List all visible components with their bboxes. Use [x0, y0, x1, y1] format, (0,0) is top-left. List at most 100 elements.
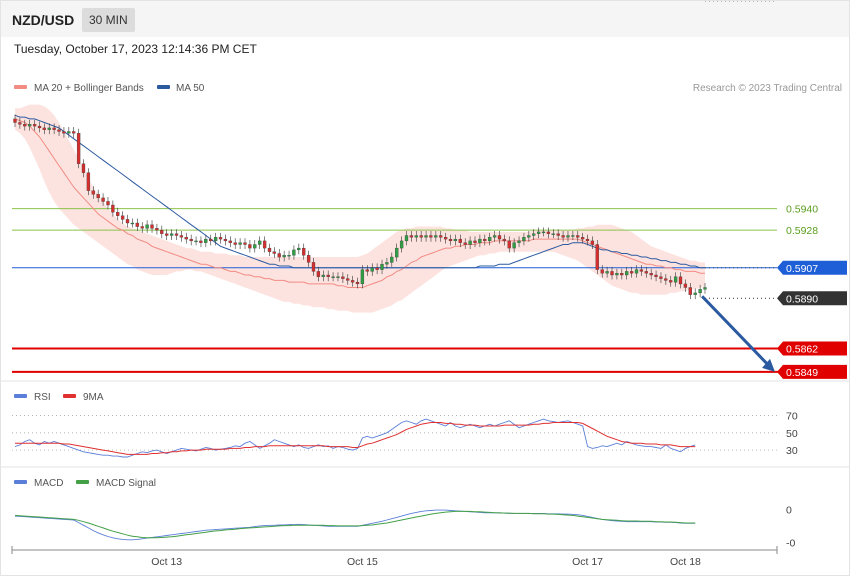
- candle-body: [346, 278, 350, 281]
- candle-body: [174, 233, 179, 236]
- candle-body: [551, 233, 555, 235]
- candle-body: [673, 276, 678, 283]
- price-legend: MA 20 + Bollinger Bands MA 50 Research ©…: [14, 83, 842, 94]
- candle-body: [590, 240, 595, 245]
- candle-body: [571, 235, 575, 237]
- candle-body: [443, 237, 448, 240]
- candle-body: [165, 233, 169, 236]
- level-tag: [777, 364, 847, 379]
- level-label: 0.5940: [786, 204, 818, 216]
- candle-body: [688, 287, 692, 295]
- candle-body: [140, 226, 144, 229]
- candle-body: [512, 242, 516, 249]
- candle-body: [277, 253, 281, 258]
- candle-body: [355, 281, 360, 285]
- rsi-ma-line: [15, 422, 696, 455]
- candle-body: [57, 129, 61, 132]
- candle-body: [664, 278, 668, 281]
- candle-body: [223, 238, 228, 242]
- candle-body: [32, 124, 37, 127]
- candle-body: [546, 231, 551, 234]
- candle-body: [209, 238, 213, 242]
- candle-body: [204, 238, 208, 243]
- candle-body: [507, 240, 511, 249]
- candle-body: [135, 222, 139, 227]
- candle-body: [272, 251, 276, 254]
- candle-body: [458, 238, 462, 243]
- candle-body: [62, 131, 66, 134]
- legend-swatch-macd: [14, 480, 27, 484]
- candle-body: [233, 242, 237, 245]
- candle-body: [18, 122, 22, 125]
- level-label: 0.5928: [786, 225, 818, 237]
- candle-body: [497, 235, 502, 240]
- candle-body: [86, 172, 91, 191]
- rsi-panel: RSI 9MA 70 50 30: [12, 392, 798, 458]
- candle-body: [419, 235, 423, 238]
- candle-body: [120, 215, 125, 220]
- candle-body: [492, 235, 497, 238]
- candle-body: [42, 127, 46, 130]
- legend-rsi-label: RSI: [34, 392, 51, 403]
- candle-body: [326, 274, 330, 277]
- candle-body: [473, 240, 477, 243]
- candle-body: [576, 235, 580, 238]
- candle-body: [409, 235, 414, 238]
- candle-body: [698, 289, 702, 294]
- candle-body: [101, 197, 105, 202]
- candle-body: [600, 269, 604, 274]
- candle-body: [258, 240, 262, 245]
- candle-body: [350, 280, 355, 283]
- rsi-level-label: 30: [786, 445, 798, 457]
- candle-body: [302, 247, 306, 256]
- candle-body: [527, 235, 531, 238]
- candle-body: [179, 235, 184, 238]
- candle-body: [595, 244, 599, 270]
- candle-body: [463, 242, 467, 245]
- candle-body: [228, 240, 232, 243]
- candle-body: [96, 194, 100, 199]
- candle-body: [483, 238, 487, 242]
- candle-body: [360, 269, 365, 285]
- candle-body: [625, 271, 629, 276]
- candle-body: [659, 276, 663, 279]
- candle-body: [365, 269, 369, 272]
- candle-body: [703, 287, 707, 290]
- legend-rsi-ma-label: 9MA: [83, 392, 104, 403]
- candle-body: [243, 242, 247, 245]
- candle-body: [678, 276, 683, 285]
- macd-tick-label: -0: [786, 537, 795, 549]
- candle-body: [189, 238, 193, 242]
- candle-body: [267, 247, 272, 252]
- candle-body: [605, 271, 609, 274]
- chart-credit: Research © 2023 Trading Central: [693, 83, 842, 94]
- forecast-arrow-head: [762, 358, 775, 372]
- legend-macd-label: MACD: [34, 478, 63, 489]
- macd-signal-line: [14, 510, 696, 539]
- x-tick-label: Oct 13: [151, 556, 182, 568]
- candle-body: [610, 271, 614, 276]
- forecast-arrow-shaft: [701, 295, 771, 367]
- x-tick-label: Oct 18: [670, 556, 701, 568]
- candle-body: [67, 131, 71, 134]
- candle-body: [639, 269, 644, 272]
- level-label: 0.5849: [786, 367, 818, 379]
- rsi-level-label: 50: [786, 428, 798, 440]
- candle-body: [629, 271, 634, 274]
- candle-body: [130, 222, 135, 225]
- candle-body: [488, 237, 492, 242]
- candle-body: [561, 235, 565, 238]
- level-tag: [777, 260, 847, 275]
- legend-swatch-macd-signal: [76, 480, 89, 484]
- bollinger-band: [15, 104, 705, 313]
- timeframe-selector[interactable]: 30 MIN: [82, 8, 135, 32]
- candle-body: [478, 238, 482, 243]
- legend-swatch-rsi: [14, 394, 27, 398]
- legend-macd-signal-label: MACD Signal: [96, 478, 156, 489]
- candle-body: [23, 124, 27, 127]
- candle-body: [532, 233, 536, 236]
- candle-body: [145, 224, 149, 229]
- candle-body: [81, 163, 86, 173]
